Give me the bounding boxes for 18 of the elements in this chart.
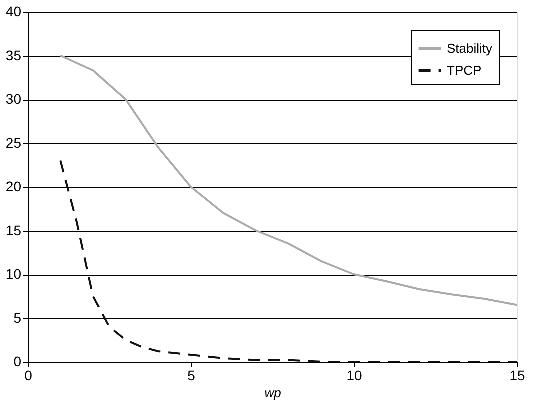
y-tick-label: 10 [6, 266, 22, 282]
x-tick-label: 10 [346, 368, 362, 384]
legend-label: TPCP [447, 63, 482, 78]
y-tick-label: 30 [6, 91, 22, 107]
y-tick-label: 25 [6, 134, 22, 151]
y-tick-label: 0 [14, 354, 22, 370]
y-tick-label: 5 [14, 310, 22, 326]
x-tick-label: 0 [24, 368, 33, 384]
y-tick-label: 40 [6, 4, 22, 20]
y-tick-label: 20 [6, 178, 22, 194]
line-series [60, 54, 517, 306]
x-tick-label: 5 [188, 368, 196, 384]
x-axis-title: wp [264, 386, 282, 400]
legend-label: Stability [447, 41, 494, 56]
y-tick-label: 15 [6, 222, 22, 238]
x-tick-label: 15 [510, 368, 526, 384]
y-tick-label: 35 [6, 47, 22, 64]
line-series [60, 160, 517, 362]
